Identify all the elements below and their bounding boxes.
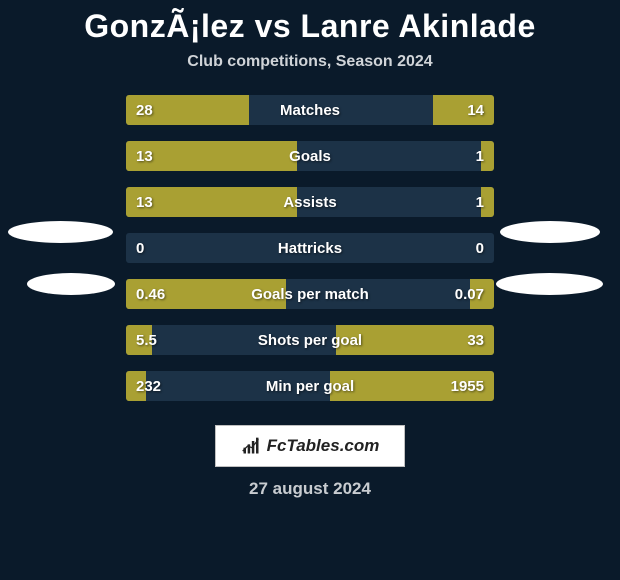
stat-row: 232Min per goal1955	[126, 371, 494, 401]
decorative-ellipse	[500, 221, 600, 243]
stat-row: 5.5Shots per goal33	[126, 325, 494, 355]
stat-value-left: 0.46	[126, 286, 206, 303]
page-title: GonzÃ¡lez vs Lanre Akinlade	[0, 0, 620, 53]
stat-value-right: 0.07	[414, 286, 494, 303]
stat-value-right: 1955	[414, 378, 494, 395]
stat-value-right: 14	[414, 102, 494, 119]
date-text: 27 august 2024	[0, 479, 620, 499]
stat-label: Goals	[206, 148, 414, 165]
stat-label: Goals per match	[206, 286, 414, 303]
decorative-ellipse	[496, 273, 603, 295]
stat-value-left: 13	[126, 148, 206, 165]
stat-label: Matches	[206, 102, 414, 119]
stat-label: Assists	[206, 194, 414, 211]
stat-row: 28Matches14	[126, 95, 494, 125]
decorative-ellipse	[27, 273, 115, 295]
chart-icon	[241, 436, 261, 456]
stat-rows: 28Matches1413Goals113Assists10Hattricks0…	[126, 95, 494, 401]
stat-row: 13Goals1	[126, 141, 494, 171]
stat-value-right: 1	[414, 194, 494, 211]
stat-label: Min per goal	[206, 378, 414, 395]
stat-row: 13Assists1	[126, 187, 494, 217]
decorative-ellipse	[8, 221, 113, 243]
stat-value-left: 5.5	[126, 332, 206, 349]
stat-value-left: 232	[126, 378, 206, 395]
stat-value-right: 1	[414, 148, 494, 165]
stat-label: Hattricks	[206, 240, 414, 257]
subtitle: Club competitions, Season 2024	[0, 53, 620, 95]
chart-area: 28Matches1413Goals113Assists10Hattricks0…	[0, 95, 620, 401]
stat-value-left: 13	[126, 194, 206, 211]
logo-box: FcTables.com	[215, 425, 405, 467]
stat-value-right: 0	[414, 240, 494, 257]
stat-row: 0Hattricks0	[126, 233, 494, 263]
stat-value-right: 33	[414, 332, 494, 349]
stat-row: 0.46Goals per match0.07	[126, 279, 494, 309]
stat-value-left: 28	[126, 102, 206, 119]
stat-value-left: 0	[126, 240, 206, 257]
logo-text: FcTables.com	[267, 436, 380, 456]
stat-label: Shots per goal	[206, 332, 414, 349]
